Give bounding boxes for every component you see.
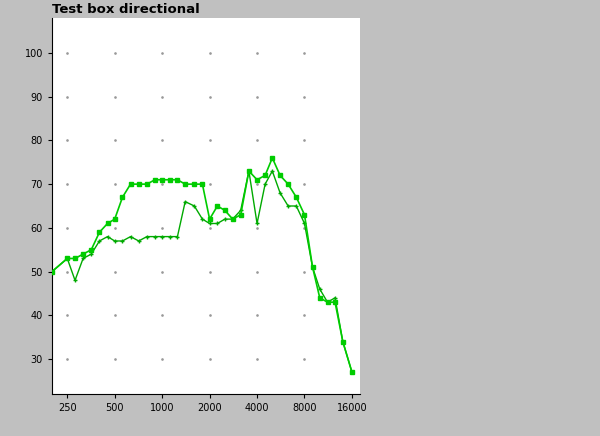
Bar bbox=[480, 367, 560, 378]
Bar bbox=[386, 147, 444, 160]
Bar bbox=[370, 16, 408, 50]
Text: ▸: ▸ bbox=[555, 25, 559, 31]
Bar bbox=[468, 22, 548, 36]
Text: Scale: Scale bbox=[412, 99, 435, 109]
Text: dB: dB bbox=[463, 283, 473, 293]
Bar bbox=[386, 283, 456, 294]
Bar bbox=[468, 79, 548, 93]
Text: dB: dB bbox=[463, 238, 473, 246]
Bar bbox=[480, 283, 560, 294]
Text: dB: dB bbox=[463, 167, 473, 177]
Text: Back left: Back left bbox=[502, 167, 538, 177]
Bar bbox=[480, 147, 560, 160]
Text: Format: Format bbox=[412, 81, 442, 89]
Text: 4: 4 bbox=[374, 368, 380, 377]
Text: ▶: ▶ bbox=[376, 348, 383, 358]
Bar bbox=[480, 302, 560, 313]
Bar bbox=[370, 237, 384, 248]
Text: audio: audio bbox=[517, 10, 548, 20]
Text: Left: Left bbox=[500, 61, 516, 71]
Text: dB: dB bbox=[463, 149, 473, 157]
Bar bbox=[480, 348, 560, 359]
Text: dB: dB bbox=[463, 303, 473, 311]
Text: dB: dB bbox=[463, 368, 473, 377]
Bar bbox=[386, 218, 456, 229]
Text: Ear selected: Ear selected bbox=[412, 61, 466, 71]
Text: ▸: ▸ bbox=[555, 63, 559, 69]
Bar bbox=[468, 98, 548, 112]
Bar bbox=[480, 218, 560, 229]
Text: dB SPL: dB SPL bbox=[493, 99, 523, 109]
Bar bbox=[480, 166, 560, 179]
Text: 2: 2 bbox=[374, 238, 380, 246]
Bar bbox=[370, 142, 598, 196]
Bar bbox=[386, 237, 456, 248]
Text: 65: 65 bbox=[448, 149, 460, 157]
Text: ▸: ▸ bbox=[555, 44, 559, 50]
Bar bbox=[480, 237, 560, 248]
Text: Graph: Graph bbox=[495, 81, 521, 89]
Bar bbox=[468, 60, 548, 74]
Text: 1: 1 bbox=[374, 167, 380, 177]
Bar bbox=[370, 208, 598, 258]
Text: ▶: ▶ bbox=[376, 283, 383, 293]
Text: dB: dB bbox=[463, 218, 473, 228]
Bar bbox=[564, 18, 598, 130]
Bar bbox=[370, 367, 384, 378]
Bar bbox=[370, 166, 384, 179]
Bar bbox=[468, 41, 548, 55]
Text: Speech: Speech bbox=[400, 149, 431, 157]
Bar bbox=[550, 41, 564, 55]
Text: dB: dB bbox=[463, 348, 473, 358]
Text: Noise: Noise bbox=[403, 167, 427, 177]
Text: ▶: ▶ bbox=[376, 149, 383, 157]
Bar bbox=[386, 302, 456, 313]
Text: scan: scan bbox=[569, 10, 598, 20]
Text: Test box directional: Test box directional bbox=[52, 3, 200, 16]
Bar bbox=[565, 146, 595, 161]
Bar bbox=[370, 273, 598, 323]
Text: Front: Front bbox=[509, 149, 530, 157]
Bar bbox=[550, 22, 564, 36]
Text: ▶: ▶ bbox=[376, 218, 383, 228]
Bar bbox=[370, 338, 598, 388]
Text: Single view: Single view bbox=[484, 42, 533, 51]
Text: 3: 3 bbox=[374, 303, 380, 311]
Bar bbox=[408, 18, 568, 130]
Text: ▸: ▸ bbox=[555, 82, 559, 88]
Text: ▸: ▸ bbox=[555, 101, 559, 107]
Bar bbox=[386, 348, 456, 359]
Text: L: L bbox=[383, 24, 394, 42]
Text: Presentation: Presentation bbox=[412, 42, 466, 51]
Text: 65: 65 bbox=[448, 167, 460, 177]
Text: Test box: Test box bbox=[490, 24, 526, 33]
Text: Mode: Mode bbox=[412, 24, 436, 33]
Bar bbox=[550, 60, 564, 74]
Bar bbox=[386, 166, 444, 179]
Bar bbox=[370, 302, 384, 313]
Bar bbox=[386, 367, 456, 378]
Bar bbox=[550, 98, 564, 112]
Bar bbox=[550, 79, 564, 93]
